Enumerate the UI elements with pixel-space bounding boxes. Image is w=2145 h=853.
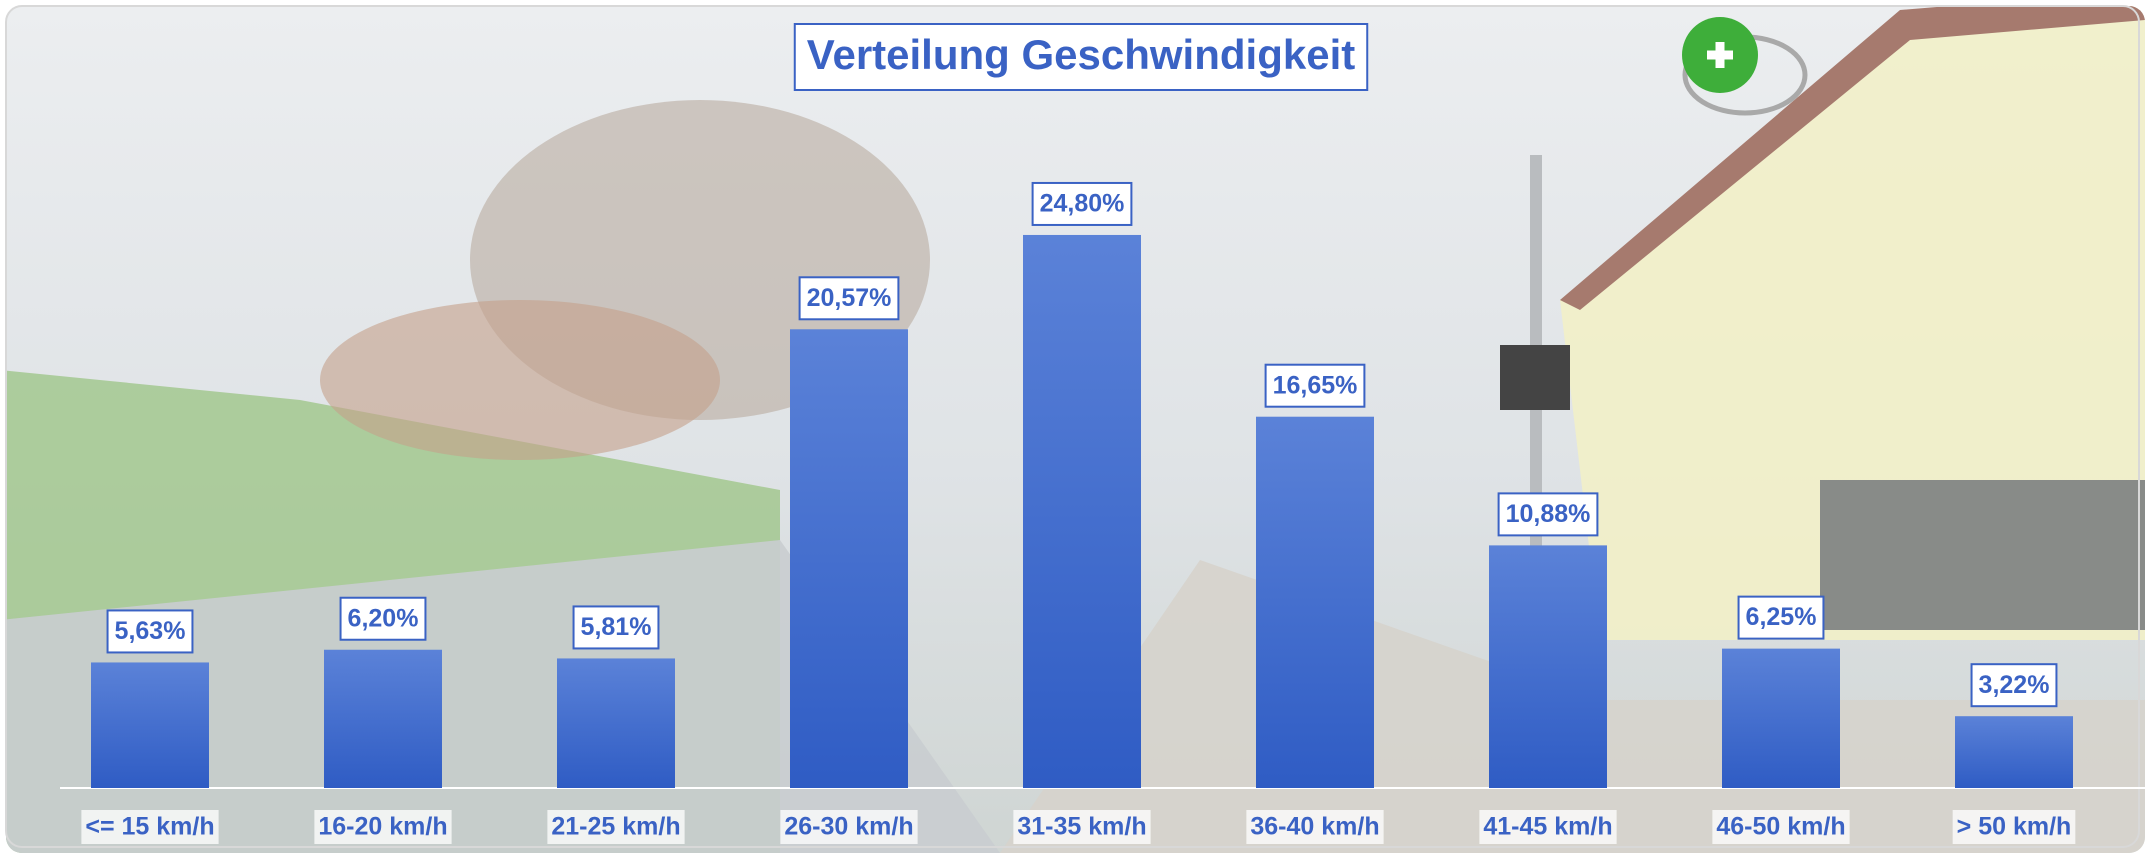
- bar: [1955, 716, 2073, 788]
- category-label-box: [780, 810, 918, 844]
- category-label-box: [1712, 810, 1850, 844]
- x-tick-label: 26-30 km/h: [784, 813, 913, 841]
- bar: [1023, 234, 1141, 788]
- logo: [1682, 17, 1808, 116]
- value-label: 5,81%: [581, 613, 652, 641]
- x-tick-label: 36-40 km/h: [1250, 813, 1379, 841]
- chart-title: Verteilung Geschwindigkeit: [807, 31, 1355, 78]
- value-label: 6,20%: [348, 604, 419, 632]
- value-label: 20,57%: [807, 284, 892, 312]
- value-label: 10,88%: [1506, 500, 1591, 528]
- value-label-box: [106, 609, 194, 654]
- value-label-box: [1497, 492, 1599, 537]
- value-label-box: [798, 276, 900, 321]
- bar: [91, 662, 209, 788]
- value-label: 6,25%: [1746, 603, 1817, 631]
- x-tick-label: 16-20 km/h: [318, 813, 447, 841]
- category-label-box: [1952, 810, 2076, 844]
- x-tick-label: 21-25 km/h: [551, 813, 680, 841]
- frame-border: [5, 5, 2140, 848]
- bar: [790, 329, 908, 788]
- category-label-box: [1013, 810, 1151, 844]
- value-label-box: [572, 605, 660, 650]
- bar: [1256, 416, 1374, 788]
- title-box: Verteilung Geschwindigkeit: [793, 23, 1369, 91]
- category-label-box: [547, 810, 685, 844]
- value-label: 3,22%: [1979, 671, 2050, 699]
- value-label-box: [1737, 595, 1825, 640]
- x-tick-label: > 50 km/h: [1957, 813, 2072, 841]
- bar: [1489, 545, 1607, 788]
- x-tick-label: <= 15 km/h: [85, 813, 214, 841]
- bar: [1722, 648, 1840, 788]
- category-label-box: [1479, 810, 1617, 844]
- category-label-box: [314, 810, 452, 844]
- title-frame: [793, 23, 1369, 91]
- value-label: 5,63%: [115, 617, 186, 645]
- value-label: 16,65%: [1273, 371, 1358, 399]
- bar: [324, 649, 442, 788]
- bar: [557, 658, 675, 788]
- x-tick-label: 46-50 km/h: [1716, 813, 1845, 841]
- value-label-box: [1031, 181, 1133, 226]
- category-label-box: [1246, 810, 1384, 844]
- value-label-box: [1264, 363, 1366, 408]
- x-tick-label: 31-35 km/h: [1017, 813, 1146, 841]
- value-label-box: [339, 596, 427, 641]
- value-label-box: [1970, 663, 2058, 708]
- category-label-box: [81, 810, 219, 844]
- x-tick-label: 41-45 km/h: [1483, 813, 1612, 841]
- value-label: 24,80%: [1040, 190, 1125, 218]
